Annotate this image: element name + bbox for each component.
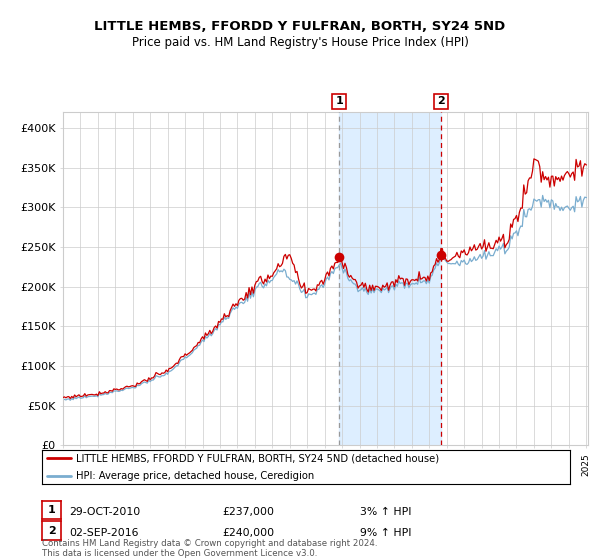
Text: 9% ↑ HPI: 9% ↑ HPI (360, 528, 412, 538)
Text: HPI: Average price, detached house, Ceredigion: HPI: Average price, detached house, Cere… (76, 471, 314, 480)
Text: £237,000: £237,000 (222, 507, 274, 517)
Text: LITTLE HEMBS, FFORDD Y FULFRAN, BORTH, SY24 5ND (detached house): LITTLE HEMBS, FFORDD Y FULFRAN, BORTH, S… (76, 454, 439, 463)
Text: £240,000: £240,000 (222, 528, 274, 538)
Text: 2: 2 (48, 526, 55, 535)
Text: 1: 1 (48, 505, 55, 515)
Text: LITTLE HEMBS, FFORDD Y FULFRAN, BORTH, SY24 5ND: LITTLE HEMBS, FFORDD Y FULFRAN, BORTH, S… (94, 20, 506, 32)
Text: 29-OCT-2010: 29-OCT-2010 (69, 507, 140, 517)
Text: 2: 2 (437, 96, 445, 106)
Text: 1: 1 (335, 96, 343, 106)
Text: Price paid vs. HM Land Registry's House Price Index (HPI): Price paid vs. HM Land Registry's House … (131, 36, 469, 49)
Text: 02-SEP-2016: 02-SEP-2016 (69, 528, 139, 538)
Text: Contains HM Land Registry data © Crown copyright and database right 2024.
This d: Contains HM Land Registry data © Crown c… (42, 539, 377, 558)
Text: 3% ↑ HPI: 3% ↑ HPI (360, 507, 412, 517)
Bar (339, 112, 441, 445)
